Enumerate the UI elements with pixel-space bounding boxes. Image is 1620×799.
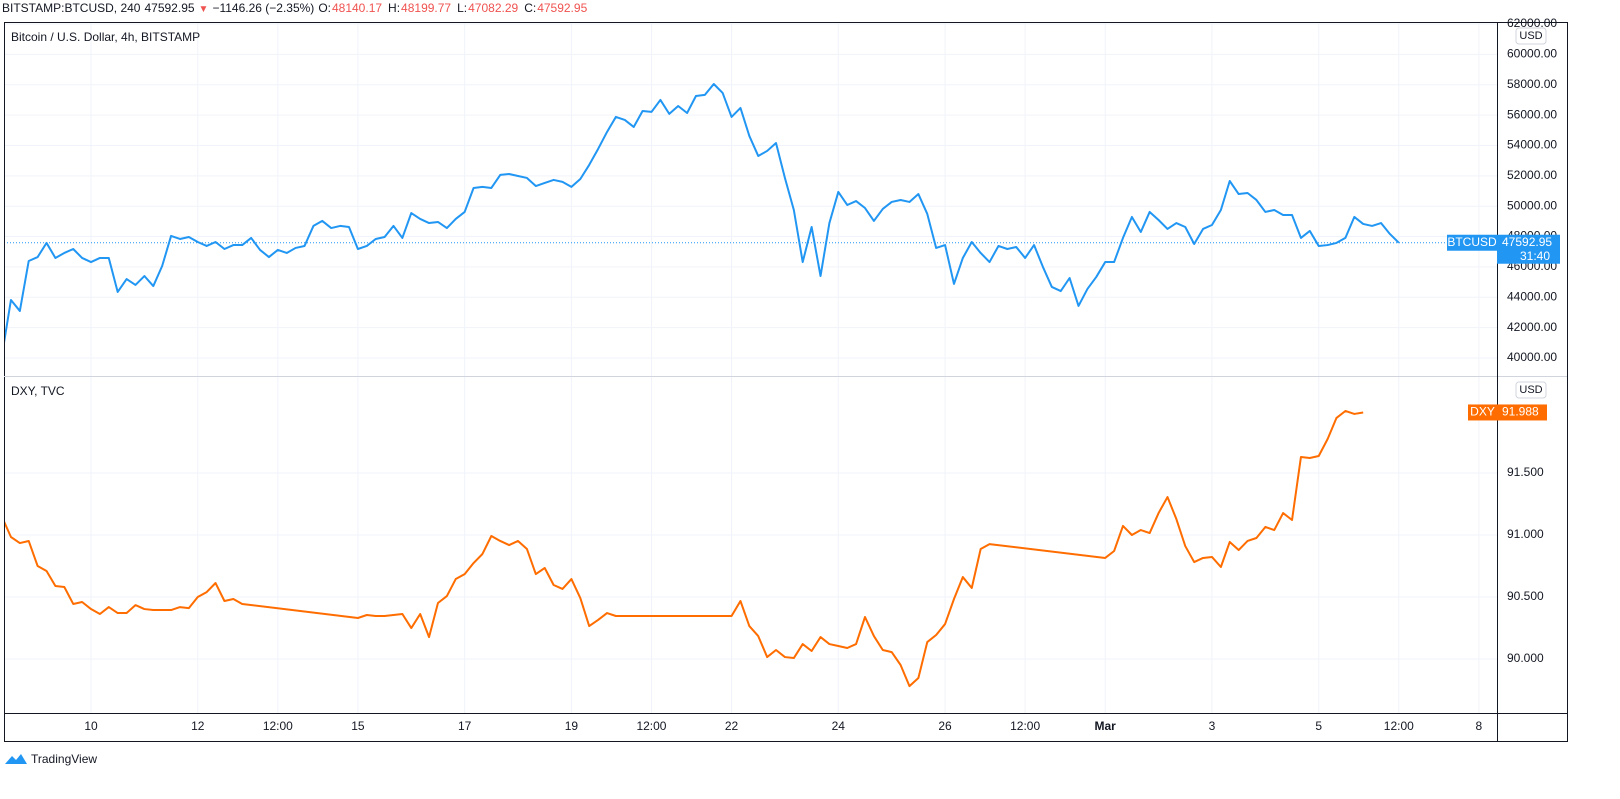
chart: 40000.0042000.0044000.0046000.0048000.00… — [4, 16, 1568, 742]
series-line — [4, 409, 1364, 688]
y-tick-label: 44000.00 — [1507, 289, 1557, 303]
y-tick-label: 40000.00 — [1507, 350, 1557, 364]
last-price: 47592.95 — [144, 1, 195, 15]
y-tick-label: 54000.00 — [1507, 138, 1557, 152]
x-tick-label: 3 — [1209, 719, 1216, 733]
pane-btc — [4, 83, 1497, 350]
countdown-label: 31:40 — [1520, 249, 1550, 263]
y-tick-label: 62000.00 — [1507, 16, 1557, 30]
series-name-label: BTCUSD — [1447, 235, 1497, 249]
x-tick-label: 22 — [725, 719, 739, 733]
symbol-header: BITSTAMP:BTCUSD, 240 47592.95 ▼ −1146.26 (−… — [2, 0, 593, 16]
y-tick-label: 90.000 — [1507, 651, 1544, 665]
x-tick-label: 12 — [191, 719, 205, 733]
price-tag — [1497, 234, 1560, 264]
y-tick-label: 91.500 — [1507, 465, 1544, 479]
price-tag — [1497, 404, 1547, 421]
close-value: 47592.95 — [537, 1, 588, 15]
x-tick-label: 12:00 — [263, 719, 293, 733]
high-value: 48199.77 — [401, 1, 452, 15]
series-name-tag — [1447, 234, 1497, 251]
pane-dxy — [4, 409, 1364, 688]
x-tick-label: Mar — [1095, 719, 1117, 733]
y-tick-label: 90.500 — [1507, 589, 1544, 603]
close-label: C: — [524, 1, 537, 15]
symbol: BITSTAMP:BTCUSD, 240 — [2, 1, 141, 15]
x-tick-label: 26 — [938, 719, 952, 733]
brand-name: TradingView — [31, 752, 98, 766]
pane-title: DXY, TVC — [11, 384, 65, 398]
y-tick-label: 91.000 — [1507, 527, 1544, 541]
x-tick-label: 15 — [351, 719, 365, 733]
brand-logo — [5, 754, 27, 764]
y-tick-label: 50000.00 — [1507, 198, 1557, 212]
x-tick-label: 8 — [1476, 719, 1483, 733]
x-tick-label: 12:00 — [1010, 719, 1040, 733]
y-tick-label: 60000.00 — [1507, 47, 1557, 61]
footer: TradingView — [4, 750, 97, 768]
chart-frame — [4, 22, 1568, 742]
open-value: 48140.17 — [331, 1, 383, 15]
x-tick-label: 10 — [84, 719, 98, 733]
price-tag-label: 91.988 — [1502, 405, 1539, 419]
x-tick-label: 12:00 — [1384, 719, 1414, 733]
currency-label: USD — [1519, 384, 1542, 396]
currency-button — [1515, 27, 1547, 45]
low-label: L: — [457, 1, 468, 15]
price-change: −1146.26 (−2.35%) — [212, 1, 315, 15]
grid-layer — [4, 22, 1497, 713]
low-value: 47082.29 — [468, 1, 519, 15]
series-name-label: DXY — [1470, 405, 1495, 419]
open-label: O: — [318, 1, 331, 15]
down-arrow: ▼ — [198, 4, 209, 15]
high-label: H: — [388, 1, 401, 15]
series-name-tag — [1468, 404, 1497, 421]
axis-layer: 40000.0042000.0044000.0046000.0048000.00… — [11, 16, 1557, 733]
x-tick-label: 17 — [458, 719, 472, 733]
series-line — [4, 83, 1400, 350]
y-tick-label: 52000.00 — [1507, 168, 1557, 182]
currency-button — [1515, 381, 1547, 399]
price-tag-label: 47592.95 — [1502, 235, 1552, 249]
y-tick-label: 42000.00 — [1507, 320, 1557, 334]
currency-label: USD — [1519, 30, 1542, 42]
y-tick-label: 58000.00 — [1507, 77, 1557, 91]
x-tick-label: 12:00 — [636, 719, 666, 733]
x-tick-label: 5 — [1315, 719, 1322, 733]
y-tick-label: 56000.00 — [1507, 107, 1557, 121]
x-tick-label: 19 — [565, 719, 579, 733]
pane-title: Bitcoin / U.S. Dollar, 4h, BITSTAMP — [11, 30, 200, 44]
x-tick-label: 24 — [832, 719, 846, 733]
